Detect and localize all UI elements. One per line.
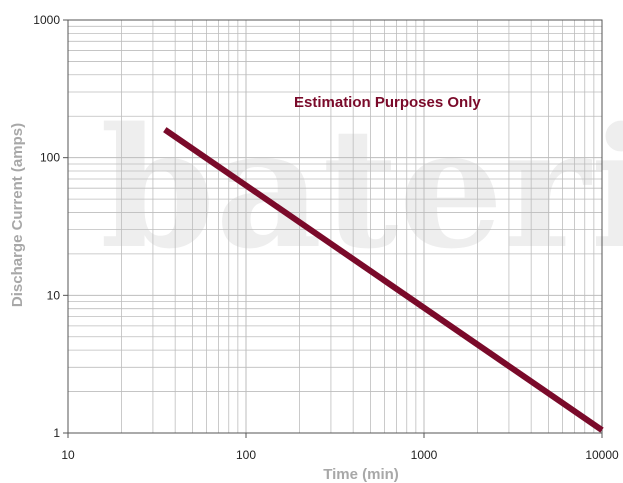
y-tick-label: 10 [47, 288, 61, 302]
annotation-text: Estimation Purposes Only [294, 94, 481, 111]
series-group [163, 127, 604, 433]
y-axis-title: Discharge Current (amps) [9, 123, 26, 307]
series-line [163, 127, 604, 433]
x-tick-label: 1000 [411, 448, 438, 462]
x-tick-label: 10 [61, 448, 75, 462]
y-tick-label: 1000 [33, 13, 60, 27]
x-tick-label: 10000 [585, 448, 619, 462]
y-tick-label: 1 [53, 426, 60, 440]
plot-frame [67, 19, 603, 434]
y-tick-label: 100 [40, 151, 60, 165]
x-axis-title: Time (min) [323, 466, 399, 483]
x-tick-label: 100 [236, 448, 256, 462]
